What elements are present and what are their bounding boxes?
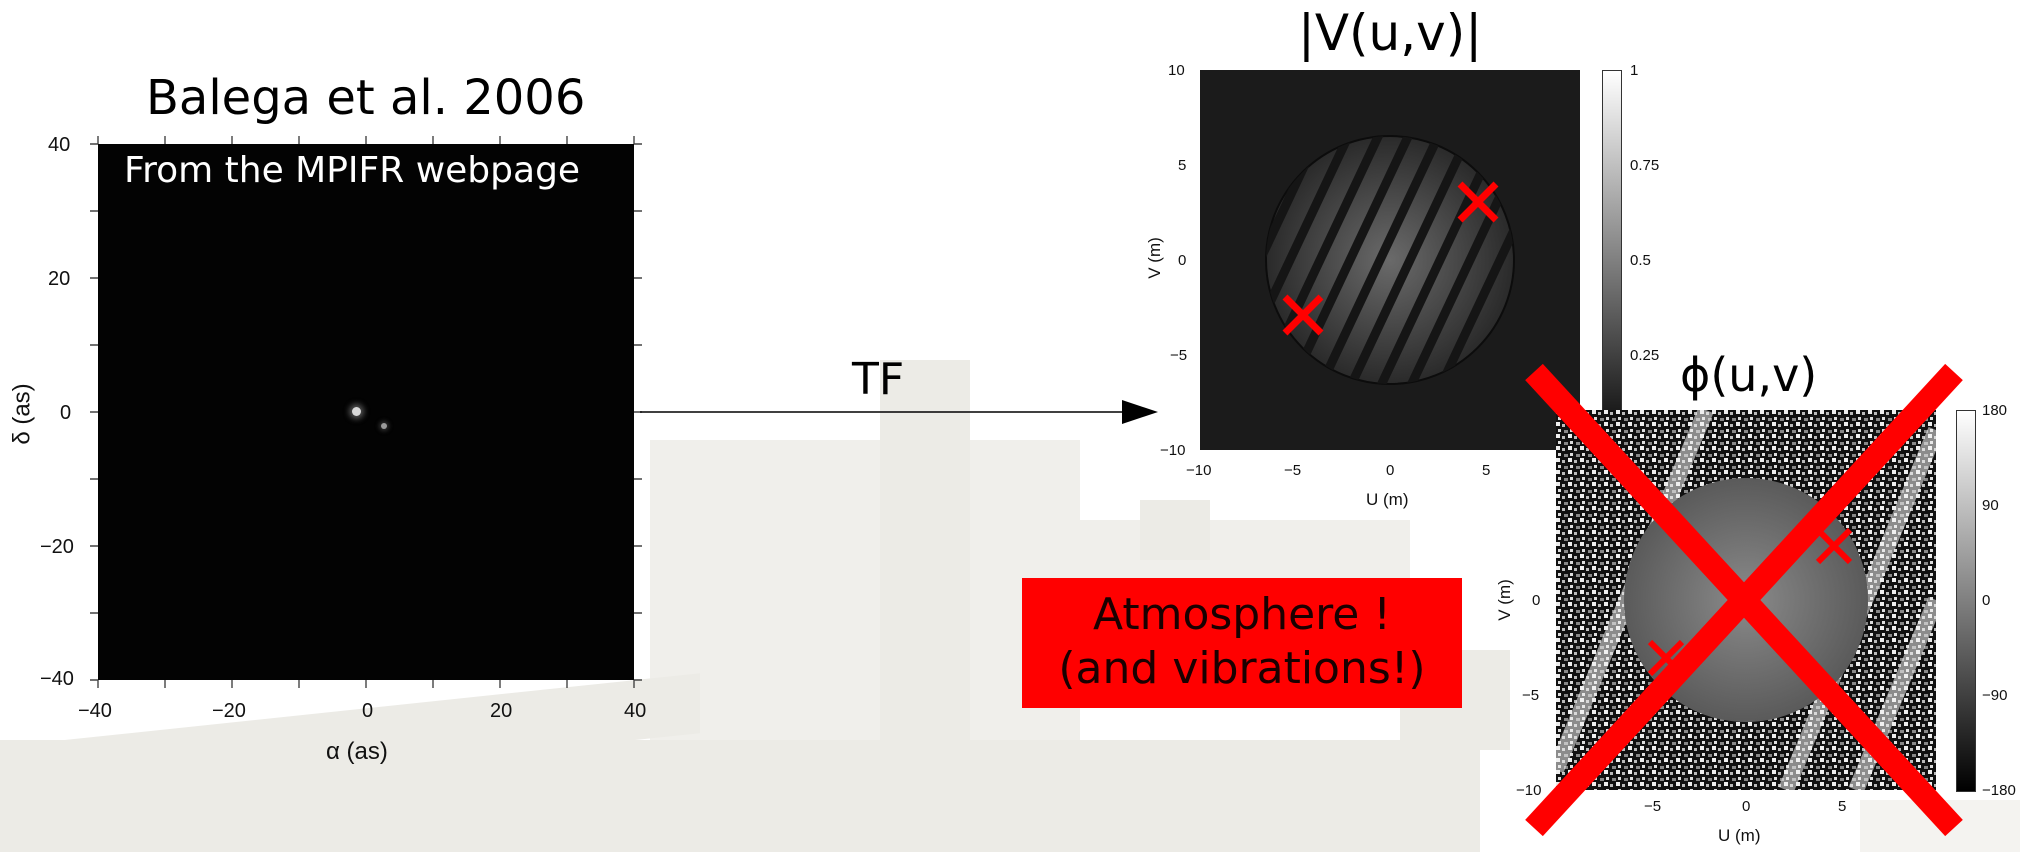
phase-rejected-cross-icon bbox=[1525, 363, 1963, 837]
left-x-axis-label: α (as) bbox=[326, 738, 388, 765]
left-y-tick: −20 bbox=[40, 536, 74, 558]
callout-line-1: Atmosphere ! bbox=[1093, 589, 1391, 640]
left-x-tick: 20 bbox=[490, 700, 513, 722]
amplitude-title: |V(u,v)| bbox=[1298, 4, 1483, 62]
phase-colorbar-tick: 90 bbox=[1982, 497, 1999, 514]
left-panel-axes bbox=[90, 136, 642, 688]
phase-y-tick: −10 bbox=[1516, 782, 1542, 799]
amplitude-marker-lower bbox=[1282, 294, 1324, 336]
left-x-tick: −20 bbox=[212, 700, 246, 722]
amplitude-x-tick: −10 bbox=[1186, 462, 1212, 479]
phase-y-axis-label: V (m) bbox=[1494, 579, 1514, 621]
phase-x-tick: 5 bbox=[1838, 798, 1847, 815]
amplitude-x-tick: 5 bbox=[1482, 462, 1491, 479]
amplitude-y-tick: −10 bbox=[1160, 442, 1186, 459]
amplitude-y-tick: 0 bbox=[1178, 252, 1187, 269]
phase-colorbar-tick: −180 bbox=[1982, 782, 2016, 799]
left-y-tick: 40 bbox=[48, 134, 71, 156]
amplitude-y-tick: 5 bbox=[1178, 157, 1187, 174]
amplitude-colorbar-tick: 1 bbox=[1630, 62, 1639, 79]
amplitude-y-tick: 10 bbox=[1168, 62, 1185, 79]
phase-marker-upper bbox=[1815, 527, 1853, 565]
amplitude-colorbar-tick: 0.25 bbox=[1630, 347, 1660, 364]
phase-colorbar-tick: 180 bbox=[1982, 402, 2008, 419]
amplitude-image bbox=[1200, 70, 1580, 450]
left-panel-title: Balega et al. 2006 bbox=[146, 70, 586, 126]
phase-colorbar-tick: −90 bbox=[1982, 687, 2008, 704]
amplitude-marker-upper bbox=[1457, 181, 1499, 223]
atmosphere-callout: Atmosphere ! (and vibrations!) bbox=[1022, 578, 1462, 708]
phase-y-tick: −5 bbox=[1522, 687, 1540, 704]
amplitude-x-axis-label: U (m) bbox=[1366, 490, 1409, 509]
amplitude-y-tick: −5 bbox=[1170, 347, 1188, 364]
binary-star-primary bbox=[352, 407, 361, 416]
amplitude-colorbar-tick: 0.75 bbox=[1630, 157, 1660, 174]
phase-x-axis-label: U (m) bbox=[1718, 826, 1761, 845]
phase-x-tick: 0 bbox=[1742, 798, 1751, 815]
left-x-tick: −40 bbox=[78, 700, 112, 722]
amplitude-colorbar-tick: 0.5 bbox=[1630, 252, 1651, 269]
left-panel-image: From the MPIFR webpage bbox=[98, 144, 634, 680]
phase-colorbar-tick: 0 bbox=[1982, 592, 1991, 609]
binary-star-secondary bbox=[381, 423, 387, 429]
left-y-tick: 20 bbox=[48, 268, 71, 290]
left-y-tick: 0 bbox=[60, 402, 72, 424]
left-y-tick: −40 bbox=[40, 668, 74, 690]
amplitude-x-tick: 0 bbox=[1386, 462, 1395, 479]
left-panel-caption: From the MPIFR webpage bbox=[124, 150, 581, 191]
amplitude-x-tick: −5 bbox=[1284, 462, 1302, 479]
phase-x-tick: −5 bbox=[1644, 798, 1662, 815]
phase-title: ϕ(u,v) bbox=[1680, 348, 1818, 402]
callout-line-2: (and vibrations!) bbox=[1058, 643, 1426, 694]
arrow-label: TF bbox=[852, 354, 905, 405]
transform-arrow bbox=[640, 400, 1158, 424]
phase-y-tick: 0 bbox=[1532, 592, 1541, 609]
amplitude-y-axis-label: V (m) bbox=[1144, 237, 1164, 279]
left-y-axis-label: δ (as) bbox=[8, 383, 36, 445]
phase-colorbar bbox=[1956, 410, 1976, 792]
left-x-tick: 0 bbox=[362, 700, 374, 722]
left-x-tick: 40 bbox=[624, 700, 647, 722]
